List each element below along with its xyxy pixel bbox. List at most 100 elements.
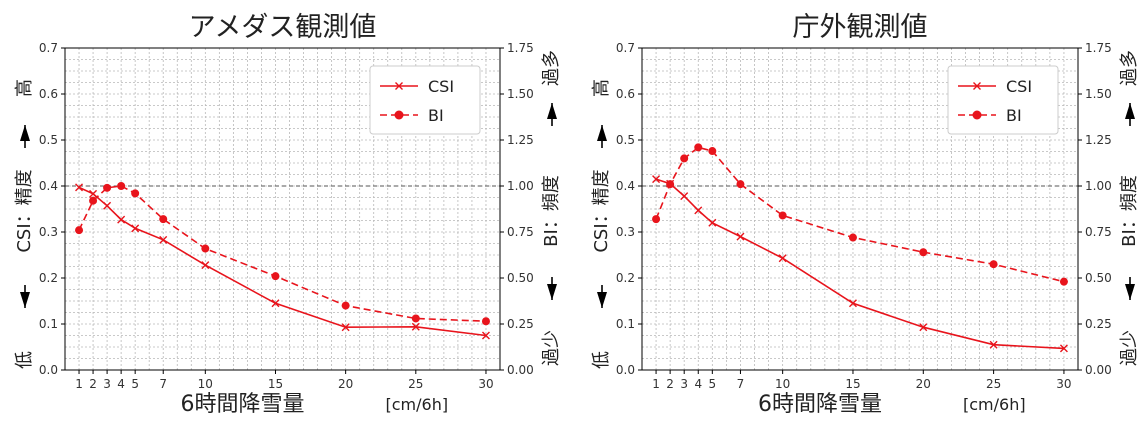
x-tick-label: 1	[75, 377, 83, 391]
up-arrow-icon	[547, 103, 557, 119]
right-tick-label: 0.00	[1085, 363, 1112, 377]
left-tick-label: 0.2	[616, 271, 635, 285]
legend: CSI BI	[947, 65, 1059, 135]
data-point-bi	[989, 260, 998, 269]
right-tick-label: 0.25	[507, 317, 534, 331]
right-label-high: 過多	[541, 50, 562, 86]
left-tick-label: 0.3	[616, 225, 635, 239]
right-label-low: 過少	[541, 330, 562, 366]
left-label-high: 高	[591, 79, 612, 97]
x-tick-label: 5	[709, 377, 717, 391]
data-point-csi	[708, 218, 717, 227]
data-point-csi	[778, 254, 787, 263]
left-tick-label: 0.4	[616, 179, 635, 193]
data-point-csi	[271, 299, 280, 308]
right-tick-label: 0.00	[507, 363, 534, 377]
data-point-csi	[117, 215, 126, 224]
series-line-csi	[655, 178, 1064, 350]
x-tick-label: 3	[103, 377, 111, 391]
data-point-csi	[481, 331, 490, 340]
left-tick-label: 0.6	[39, 87, 58, 101]
data-point-bi	[201, 244, 210, 253]
series-line-bi	[78, 185, 487, 322]
x-tick-label: 7	[737, 377, 745, 391]
x-tick-label: 15	[845, 377, 860, 391]
chart-panel-2: 0.0 0.1 0.2 0.3 0.4 0.5 0.6 0.7 0.00 0.25 0.50 0.75…	[591, 12, 1140, 417]
data-point-bi	[75, 226, 84, 235]
left-label-main: CSI：精度	[591, 169, 612, 252]
legend-label-bi: BI	[1006, 106, 1022, 125]
x-tick-label: 25	[408, 377, 423, 391]
data-point-bi	[1059, 277, 1068, 286]
data-point-bi	[131, 189, 140, 198]
data-point-bi	[271, 272, 280, 281]
x-tick-label: 4	[694, 377, 702, 391]
right-tick-label: 1.25	[507, 133, 534, 147]
x-axis-unit: [cm/6h]	[963, 395, 1026, 414]
right-tick-label: 0.50	[507, 271, 534, 285]
x-axis-unit: [cm/6h]	[386, 395, 449, 414]
data-point-csi	[1059, 344, 1068, 353]
down-arrow-icon	[20, 292, 30, 308]
right-tick-label: 1.00	[507, 179, 534, 193]
data-point-csi	[89, 189, 98, 198]
data-point-csi	[341, 323, 350, 332]
data-point-csi	[694, 206, 703, 215]
left-label-low: 低	[14, 351, 35, 369]
legend-marker	[973, 82, 981, 90]
x-tick-label: 7	[159, 377, 167, 391]
up-arrow-icon	[597, 125, 607, 141]
right-tick-label: 1.25	[1085, 133, 1112, 147]
left-tick-label: 0.7	[39, 41, 58, 55]
legend-label-bi: BI	[428, 106, 444, 125]
x-tick-label: 10	[775, 377, 790, 391]
right-label-main: BI：頻度	[1119, 175, 1140, 247]
chart-panel-1: 0.0 0.1 0.2 0.3 0.4 0.5 0.6 0.7 0.00 0.25 0.50 0.75…	[14, 12, 562, 417]
data-point-csi	[103, 201, 112, 210]
x-tick-label: 1	[652, 377, 660, 391]
data-point-bi	[103, 183, 112, 192]
data-point-bi	[89, 196, 98, 205]
x-tick-label: 10	[198, 377, 213, 391]
legend-label-csi: CSI	[428, 77, 454, 96]
legend-label-csi: CSI	[1006, 77, 1032, 96]
down-arrow-icon	[1125, 284, 1135, 300]
right-label-high: 過多	[1119, 50, 1140, 86]
data-point-csi	[131, 224, 140, 233]
left-tick-label: 0.1	[616, 317, 635, 331]
up-arrow-icon	[1125, 103, 1135, 119]
legend: CSI BI	[369, 65, 481, 135]
grid	[642, 48, 1078, 370]
data-point-csi	[919, 323, 928, 332]
x-tick-label: 25	[986, 377, 1001, 391]
legend-box	[947, 65, 1059, 135]
right-label-low: 過少	[1119, 330, 1140, 366]
x-tick-label: 2	[89, 377, 97, 391]
x-tick-label: 30	[478, 377, 493, 391]
left-tick-label: 0.0	[39, 363, 58, 377]
plot-frame	[64, 47, 501, 371]
data-point-bi	[481, 317, 490, 326]
data-point-bi	[708, 147, 717, 156]
right-tick-label: 0.25	[1085, 317, 1112, 331]
x-tick-label: 20	[338, 377, 353, 391]
left-tick-label: 0.5	[616, 133, 635, 147]
legend-marker	[395, 82, 403, 90]
data-point-csi	[75, 183, 84, 192]
data-point-bi	[411, 314, 420, 323]
plot-frame	[641, 47, 1079, 371]
left-label-low: 低	[591, 351, 612, 369]
grid	[65, 48, 500, 370]
data-point-csi	[848, 299, 857, 308]
legend-marker	[972, 110, 982, 120]
data-point-csi	[159, 235, 168, 244]
chart-title: 庁外観測値	[793, 12, 928, 43]
right-tick-label: 1.00	[1085, 179, 1112, 193]
left-tick-label: 0.6	[616, 87, 635, 101]
data-point-csi	[411, 322, 420, 331]
data-point-bi	[736, 180, 745, 189]
x-tick-label: 5	[131, 377, 139, 391]
legend-marker	[394, 110, 404, 120]
x-tick-label: 20	[916, 377, 931, 391]
